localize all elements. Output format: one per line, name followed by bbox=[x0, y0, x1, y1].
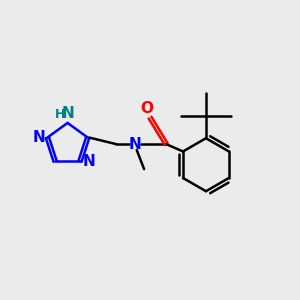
Text: N: N bbox=[61, 106, 74, 121]
Text: N: N bbox=[32, 130, 45, 145]
Text: N: N bbox=[82, 154, 95, 169]
Text: O: O bbox=[141, 101, 154, 116]
Text: H: H bbox=[55, 108, 65, 121]
Text: N: N bbox=[129, 136, 142, 152]
